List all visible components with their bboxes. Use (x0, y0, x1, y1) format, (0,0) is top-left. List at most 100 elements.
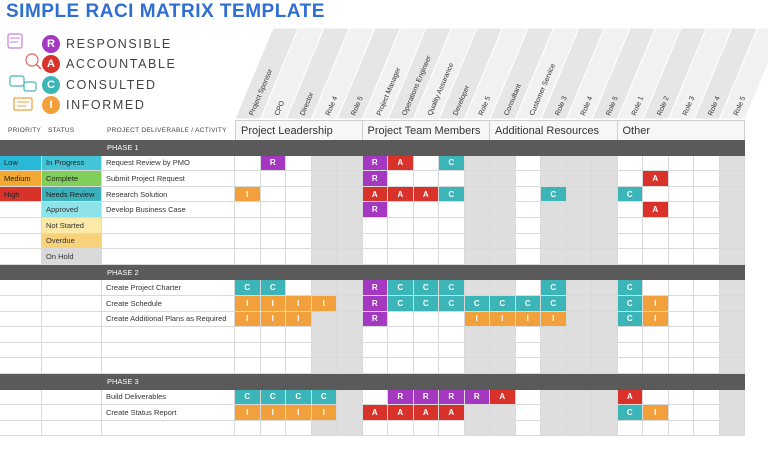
deliverable-cell[interactable]: Request Review by PMO (102, 155, 235, 172)
raci-cell[interactable] (515, 202, 541, 218)
raci-cell[interactable] (490, 420, 516, 437)
priority-cell[interactable] (0, 389, 42, 406)
raci-cell[interactable] (388, 171, 414, 187)
raci-cell[interactable]: A (388, 405, 414, 421)
raci-cell[interactable] (337, 327, 363, 343)
raci-cell[interactable] (617, 327, 643, 343)
priority-cell[interactable] (0, 233, 42, 250)
raci-cell[interactable] (464, 171, 490, 187)
raci-cell[interactable] (515, 155, 541, 172)
raci-cell[interactable] (439, 311, 465, 328)
raci-cell[interactable]: I (643, 296, 669, 312)
priority-cell[interactable]: Low (0, 155, 42, 172)
raci-cell[interactable] (362, 218, 388, 234)
raci-cell[interactable] (260, 218, 286, 234)
raci-cell[interactable] (337, 280, 363, 296)
raci-cell[interactable] (694, 327, 720, 343)
raci-cell[interactable] (286, 171, 312, 187)
raci-cell[interactable] (439, 202, 465, 218)
raci-cell[interactable]: A (617, 389, 643, 406)
raci-cell[interactable] (413, 327, 439, 343)
raci-cell[interactable] (286, 202, 312, 218)
deliverable-cell[interactable] (102, 420, 235, 437)
raci-cell[interactable] (643, 327, 669, 343)
priority-cell[interactable] (0, 218, 42, 234)
raci-cell[interactable] (515, 186, 541, 203)
raci-cell[interactable] (592, 233, 618, 250)
raci-cell[interactable]: C (439, 186, 465, 203)
raci-cell[interactable] (566, 389, 592, 406)
deliverable-cell[interactable]: Build Deliverables (102, 389, 235, 406)
status-cell[interactable]: Not Started (42, 218, 102, 234)
raci-cell[interactable] (235, 171, 261, 187)
raci-cell[interactable]: R (439, 389, 465, 406)
raci-cell[interactable] (719, 420, 745, 437)
raci-cell[interactable] (439, 342, 465, 359)
raci-cell[interactable] (643, 155, 669, 172)
raci-cell[interactable] (464, 342, 490, 359)
raci-cell[interactable] (413, 311, 439, 328)
raci-cell[interactable] (311, 218, 337, 234)
status-cell[interactable] (42, 358, 102, 374)
raci-cell[interactable] (515, 405, 541, 421)
raci-cell[interactable] (260, 186, 286, 203)
raci-cell[interactable] (235, 249, 261, 265)
raci-cell[interactable]: A (362, 405, 388, 421)
raci-cell[interactable]: C (617, 405, 643, 421)
raci-cell[interactable]: I (311, 296, 337, 312)
raci-cell[interactable] (260, 202, 286, 218)
status-cell[interactable] (42, 389, 102, 406)
raci-cell[interactable] (490, 218, 516, 234)
priority-cell[interactable] (0, 358, 42, 374)
raci-cell[interactable] (566, 171, 592, 187)
raci-cell[interactable]: C (260, 280, 286, 296)
raci-cell[interactable]: I (311, 405, 337, 421)
raci-cell[interactable] (388, 358, 414, 374)
raci-cell[interactable] (566, 280, 592, 296)
raci-cell[interactable]: A (413, 186, 439, 203)
status-cell[interactable]: Overdue (42, 233, 102, 250)
raci-cell[interactable] (617, 202, 643, 218)
raci-cell[interactable] (464, 202, 490, 218)
raci-cell[interactable] (490, 171, 516, 187)
raci-cell[interactable] (541, 233, 567, 250)
deliverable-cell[interactable]: Create Status Report (102, 405, 235, 421)
raci-cell[interactable]: C (439, 280, 465, 296)
raci-cell[interactable]: C (617, 296, 643, 312)
raci-cell[interactable] (235, 202, 261, 218)
raci-cell[interactable] (566, 233, 592, 250)
raci-cell[interactable]: A (643, 171, 669, 187)
raci-cell[interactable]: C (413, 280, 439, 296)
raci-cell[interactable]: A (388, 155, 414, 172)
raci-cell[interactable]: I (235, 311, 261, 328)
raci-cell[interactable]: A (413, 405, 439, 421)
raci-cell[interactable] (643, 249, 669, 265)
raci-cell[interactable] (260, 342, 286, 359)
raci-cell[interactable]: I (260, 311, 286, 328)
raci-cell[interactable] (286, 420, 312, 437)
raci-cell[interactable] (694, 358, 720, 374)
priority-cell[interactable] (0, 405, 42, 421)
raci-cell[interactable]: A (362, 186, 388, 203)
raci-cell[interactable]: I (235, 405, 261, 421)
status-cell[interactable] (42, 405, 102, 421)
raci-cell[interactable] (311, 233, 337, 250)
raci-cell[interactable] (566, 155, 592, 172)
raci-cell[interactable]: C (515, 296, 541, 312)
status-cell[interactable] (42, 420, 102, 437)
raci-cell[interactable] (286, 342, 312, 359)
raci-cell[interactable] (719, 358, 745, 374)
raci-cell[interactable] (362, 342, 388, 359)
raci-cell[interactable] (643, 389, 669, 406)
raci-cell[interactable] (311, 311, 337, 328)
raci-cell[interactable] (566, 296, 592, 312)
priority-cell[interactable] (0, 342, 42, 359)
raci-cell[interactable] (286, 186, 312, 203)
raci-cell[interactable] (592, 249, 618, 265)
raci-cell[interactable] (464, 420, 490, 437)
status-cell[interactable] (42, 327, 102, 343)
deliverable-cell[interactable] (102, 327, 235, 343)
raci-cell[interactable]: I (515, 311, 541, 328)
raci-cell[interactable] (439, 358, 465, 374)
raci-cell[interactable] (388, 202, 414, 218)
